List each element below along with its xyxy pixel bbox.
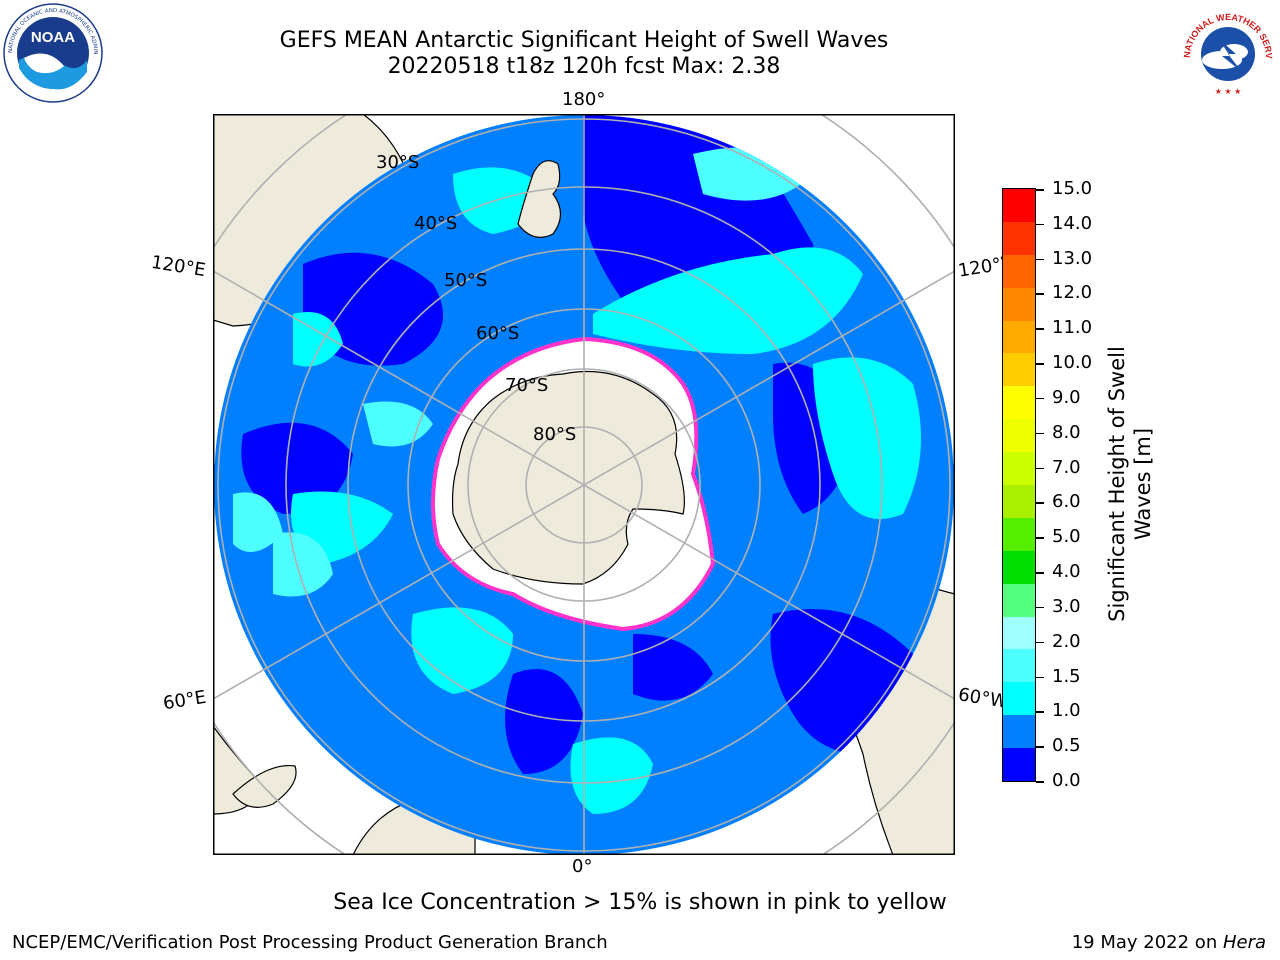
colorbar-segment xyxy=(1003,287,1035,321)
colorbar-segments xyxy=(1003,188,1035,781)
colorbar-tick-mark xyxy=(1036,432,1044,435)
lat-label-50s: 50°S xyxy=(444,270,488,291)
colorbar-tick-mark xyxy=(1036,258,1044,261)
colorbar-tick-mark xyxy=(1036,746,1044,748)
colorbar-segment xyxy=(1003,452,1035,485)
chart-title: GEFS MEAN Antarctic Significant Height o… xyxy=(279,28,889,53)
colorbar-segment xyxy=(1003,419,1035,453)
lon-label-120e: 120°E xyxy=(149,251,208,282)
map-panel xyxy=(143,44,1025,926)
meridian-lines xyxy=(212,114,956,855)
colorbar-tick-label: 5.0 xyxy=(1052,526,1081,548)
colorbar-segment xyxy=(1003,188,1035,222)
colorbar-tick-label: 7.0 xyxy=(1052,456,1081,478)
colorbar-tick-mark xyxy=(1036,781,1044,783)
colorbar-tick-mark xyxy=(1036,397,1044,400)
colorbar-segment xyxy=(1003,320,1035,354)
new-zealand-land xyxy=(517,160,562,238)
colorbar-segment xyxy=(1003,517,1035,551)
colorbar-tick-label: 15.0 xyxy=(1052,178,1093,199)
colorbar-segment xyxy=(1003,682,1035,716)
antarctica-land xyxy=(451,370,685,585)
colorbar-tick-mark xyxy=(1036,293,1044,295)
national-weather-service-logo-icon: NATIONAL WEATHER SERVICE ★ ★ ★ xyxy=(1175,0,1278,102)
colorbar-tick-mark xyxy=(1036,676,1044,679)
noaa-logo-icon: NOAA NATIONAL OCEANIC AND ATMOSPHERIC AD… xyxy=(0,0,104,104)
colorbar-tick-label: 1.0 xyxy=(1052,700,1081,722)
colorbar-segment xyxy=(1003,715,1035,749)
colorbar-segment xyxy=(1003,550,1035,584)
colorbar-tick-label: 0.5 xyxy=(1052,735,1081,757)
colorbar-tick-mark xyxy=(1036,537,1044,539)
chart-subtitle: 20220518 t18z 120h fcst Max: 2.38 xyxy=(387,54,781,79)
colorbar-tick-label: 8.0 xyxy=(1052,421,1081,443)
svg-text:★ ★ ★: ★ ★ ★ xyxy=(1215,87,1242,96)
footer-date: 19 May 2022 on Hera xyxy=(1072,932,1266,953)
colorbar-tick-mark xyxy=(1036,467,1044,470)
colorbar-tick-mark xyxy=(1036,223,1044,226)
colorbar-tick-mark xyxy=(1036,641,1044,644)
colorbar-tick-label: 1.5 xyxy=(1052,665,1081,687)
colorbar-segment xyxy=(1003,583,1035,617)
colorbar-tick-mark xyxy=(1036,328,1044,330)
colorbar-segment xyxy=(1003,221,1035,255)
colorbar-segment xyxy=(1003,649,1035,683)
colorbar-tick-mark xyxy=(1036,606,1044,609)
colorbar-tick-label: 12.0 xyxy=(1052,282,1093,304)
lat-label-80s: 80°S xyxy=(533,424,577,445)
colorbar-segment xyxy=(1003,254,1035,288)
colorbar-tick-mark xyxy=(1036,502,1044,504)
lat-label-70s: 70°S xyxy=(505,375,549,396)
lon-label-180: 180° xyxy=(562,89,606,110)
colorbar-tick-label: 3.0 xyxy=(1052,595,1081,617)
colorbar-tick-label: 4.0 xyxy=(1052,561,1081,583)
colorbar-tick-label: 13.0 xyxy=(1052,247,1093,269)
noaa-logo-text: NOAA xyxy=(31,29,75,46)
colorbar-label: Significant Height of Swell Waves [m] xyxy=(1105,346,1155,622)
sea-ice-caption: Sea Ice Concentration > 15% is shown in … xyxy=(333,890,947,915)
lat-label-30s: 30°S xyxy=(376,152,420,173)
colorbar-tick-mark xyxy=(1036,189,1044,191)
colorbar-tick-label: 10.0 xyxy=(1052,352,1093,374)
colorbar-tick-mark xyxy=(1036,363,1044,365)
lat-label-60s: 60°S xyxy=(476,323,520,344)
colorbar-tick-label: 6.0 xyxy=(1052,491,1081,513)
colorbar-segment xyxy=(1003,484,1035,518)
colorbar-tick-mark xyxy=(1036,572,1044,574)
colorbar-tick-label: 0.0 xyxy=(1052,770,1081,791)
footer-date-text: 19 May 2022 on xyxy=(1071,932,1223,953)
colorbar-segment xyxy=(1003,616,1035,650)
lon-label-60e: 60°E xyxy=(161,686,208,715)
lat-label-40s: 40°S xyxy=(414,213,458,234)
colorbar-tick-label: 2.0 xyxy=(1052,630,1081,652)
polar-map xyxy=(143,44,1025,926)
colorbar-tick-label: 14.0 xyxy=(1052,212,1093,234)
colorbar-segment xyxy=(1003,386,1035,420)
colorbar-segment xyxy=(1003,353,1035,387)
footer-machine: Hera xyxy=(1222,932,1266,953)
colorbar-tick-label: 11.0 xyxy=(1052,317,1093,339)
colorbar-tick-mark xyxy=(1036,711,1044,713)
colorbar xyxy=(1002,188,1036,782)
colorbar-segment xyxy=(1003,748,1035,781)
lon-label-0: 0° xyxy=(572,856,593,877)
colorbar-tick-label: 9.0 xyxy=(1052,386,1081,408)
footer-organization: NCEP/EMC/Verification Post Processing Pr… xyxy=(12,932,608,953)
